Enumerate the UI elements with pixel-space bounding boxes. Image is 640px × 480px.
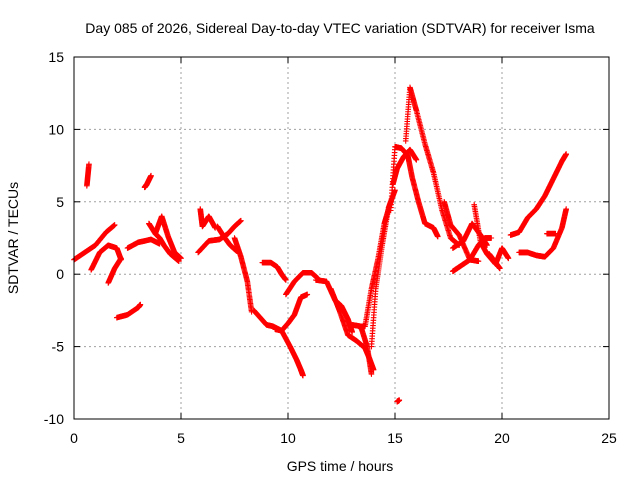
- y-tick-label: -5: [52, 339, 65, 355]
- y-tick-label: 5: [56, 194, 64, 210]
- data-point: [238, 217, 244, 224]
- axis-ticks-layer: 0 5 10 15 20 25 -10 -5 0 5 10 15: [44, 49, 617, 446]
- chart-title: Day 085 of 2026, Sidereal Day-to-day VTE…: [85, 20, 595, 36]
- x-axis-title: GPS time / hours: [287, 458, 394, 474]
- x-tick-label: 10: [280, 430, 296, 446]
- series-arc7: [141, 172, 154, 191]
- data-point: [435, 233, 441, 240]
- series-arc4: [105, 255, 124, 286]
- data-point: [304, 291, 311, 298]
- series-arc8: [146, 220, 182, 264]
- data-point: [283, 277, 289, 283]
- series-arc9: [152, 213, 184, 262]
- series-arc13: [231, 235, 255, 315]
- series-arc17: [283, 269, 321, 298]
- data-point: [148, 172, 154, 179]
- data-point: [349, 329, 355, 335]
- data-point: [118, 255, 124, 262]
- data-point: [497, 265, 503, 272]
- y-tick-label: 15: [48, 49, 64, 65]
- series-arc25: [402, 84, 462, 249]
- y-tick-label: 0: [56, 266, 64, 282]
- series-arc31: [486, 251, 503, 272]
- data-point: [111, 222, 118, 228]
- series-arc2: [84, 161, 92, 189]
- data-point: [86, 161, 92, 167]
- data-point: [178, 255, 184, 262]
- series-arc6: [124, 236, 163, 251]
- x-tick-label: 0: [70, 430, 78, 446]
- series-arc34: [544, 230, 559, 237]
- data-point: [563, 206, 569, 212]
- x-tick-label: 25: [601, 430, 617, 446]
- series-arc26: [394, 397, 403, 405]
- series-arc14: [250, 307, 306, 379]
- series-arc16: [272, 291, 311, 334]
- series-arc1: [71, 222, 118, 263]
- series-arc15: [259, 259, 289, 283]
- series-arc10: [197, 206, 219, 231]
- data-point: [300, 372, 306, 379]
- x-tick-label: 20: [494, 430, 510, 446]
- y-tick-label: 10: [48, 121, 64, 137]
- data-point: [488, 235, 495, 241]
- series-arc18: [313, 277, 355, 335]
- data-point: [552, 230, 559, 237]
- data-point: [368, 371, 375, 377]
- grid-layer: [74, 57, 609, 419]
- data-point: [563, 151, 569, 157]
- series-arc24: [390, 146, 420, 188]
- data-point: [396, 397, 403, 403]
- data-point: [484, 242, 490, 249]
- data-point: [137, 301, 144, 308]
- data-point: [505, 255, 512, 262]
- data-point: [413, 157, 420, 163]
- x-tick-label: 5: [177, 430, 185, 446]
- series-arc3: [88, 242, 124, 273]
- series-arc29: [449, 235, 495, 275]
- data-point: [475, 258, 482, 264]
- y-tick-label: -10: [44, 411, 64, 427]
- plot-frame: [73, 56, 610, 420]
- x-tick-label: 15: [387, 430, 403, 446]
- series-arc22: [368, 187, 398, 350]
- series-arc5: [114, 301, 144, 321]
- data-points-layer: [71, 84, 569, 405]
- series-arc32: [507, 151, 569, 238]
- series-arc33: [516, 206, 569, 260]
- y-axis-title: SDTVAR / TECUs: [5, 182, 21, 294]
